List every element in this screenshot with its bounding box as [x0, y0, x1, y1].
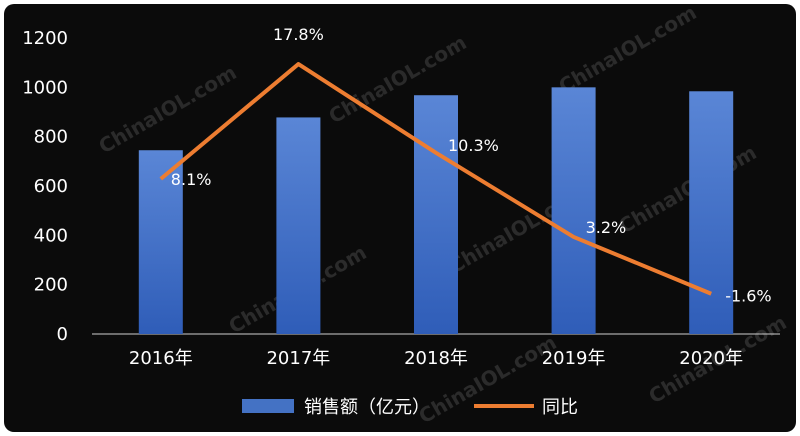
y-tick-label: 0	[57, 324, 68, 345]
legend-label-line: 同比	[542, 397, 578, 418]
line-data-label: 8.1%	[171, 170, 212, 189]
watermark-text: ChinaIOL.com	[415, 330, 561, 428]
bar	[138, 150, 183, 334]
y-tick-label: 1000	[22, 77, 68, 98]
x-tick-label: 2018年	[404, 348, 468, 369]
x-tick-label: 2020年	[679, 348, 743, 369]
data-labels: 8.1% 17.8% 10.3% 3.2% -1.6%	[171, 25, 772, 306]
x-tick-label: 2019年	[542, 348, 606, 369]
bar	[414, 95, 458, 334]
x-tick-label: 2016年	[129, 348, 193, 369]
bar	[276, 117, 321, 334]
legend: 销售额（亿元） 同比	[242, 397, 578, 418]
chart-frame: ChinaIOL.com ChinaIOL.com ChinaIOL.com Chin…	[4, 4, 796, 432]
watermark-text: ChinaIOL.com	[95, 60, 241, 158]
y-tick-label: 600	[34, 176, 68, 197]
line-path	[159, 62, 712, 296]
y-tick-label: 200	[34, 275, 68, 296]
watermark-text: ChinaIOL.com	[555, 4, 701, 98]
x-tick-label: 2017年	[266, 348, 330, 369]
watermark-text: ChinaIOL.com	[615, 140, 761, 238]
line-data-label: 10.3%	[448, 136, 499, 155]
legend-label-bar: 销售额（亿元）	[304, 397, 430, 418]
bar	[551, 87, 596, 334]
chart-svg: ChinaIOL.com ChinaIOL.com ChinaIOL.com Chin…	[22, 4, 790, 428]
y-tick-label: 400	[34, 225, 68, 246]
y-tick-label: 1200	[22, 28, 68, 49]
legend-swatch-bar	[242, 399, 294, 413]
line-data-label: 17.8%	[273, 25, 324, 44]
line-data-label: 3.2%	[586, 218, 627, 237]
y-tick-label: 800	[34, 127, 68, 148]
line-data-label: -1.6%	[725, 287, 771, 306]
bar-series	[138, 87, 734, 334]
line-series	[159, 62, 712, 296]
